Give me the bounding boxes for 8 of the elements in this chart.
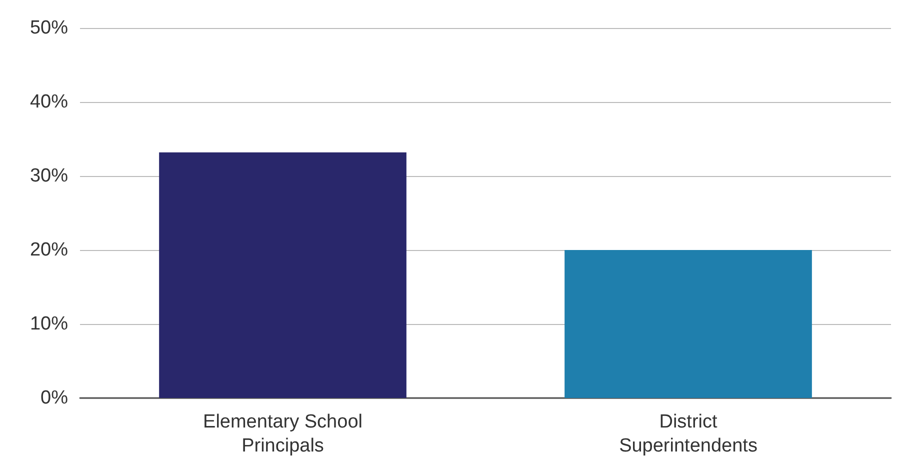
x-tick-label: Elementary School Principals (203, 412, 362, 456)
x-tick-label: District Superintendents (619, 412, 758, 456)
y-tick-label: 10% (30, 314, 68, 334)
y-tick-label: 40% (30, 92, 68, 112)
y-tick-label: 30% (30, 166, 68, 186)
y-tick-label: 50% (30, 18, 68, 38)
y-tick-label: 20% (30, 240, 68, 260)
y-tick-label: 0% (40, 388, 68, 408)
